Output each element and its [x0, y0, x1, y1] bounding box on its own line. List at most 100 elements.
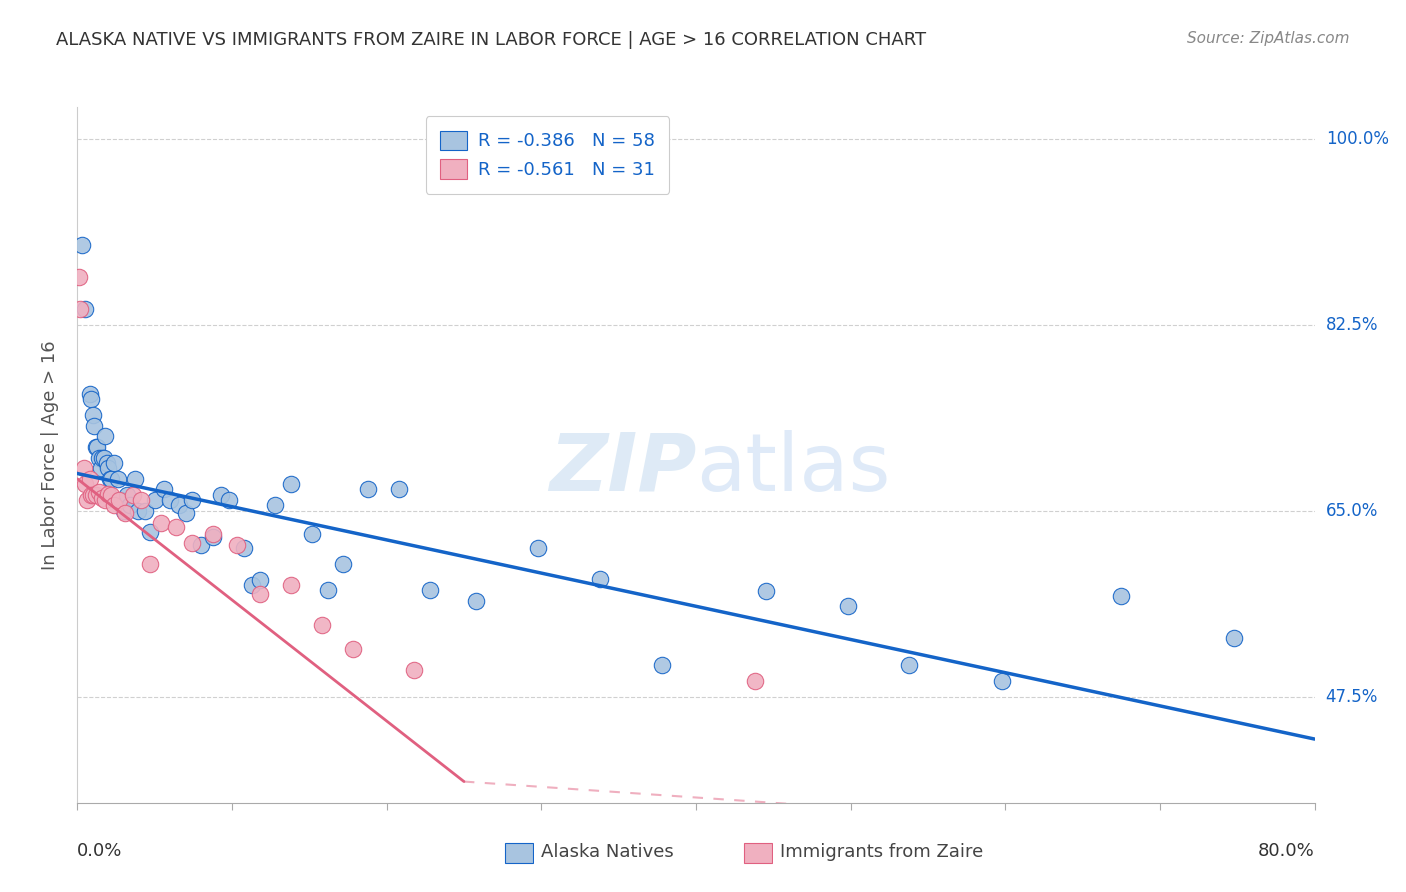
Point — [342, 641, 364, 656]
Point — [169, 499, 191, 513]
Point — [190, 538, 212, 552]
Y-axis label: In Labor Force | Age > 16: In Labor Force | Age > 16 — [41, 340, 59, 570]
Point — [115, 488, 138, 502]
Point — [84, 440, 107, 454]
Text: 47.5%: 47.5% — [1326, 688, 1378, 706]
Point — [94, 429, 117, 443]
Point — [280, 578, 302, 592]
Point — [388, 483, 411, 497]
Point — [93, 450, 115, 465]
Point — [82, 488, 104, 502]
Point — [79, 387, 101, 401]
Point — [264, 499, 287, 513]
Point — [83, 418, 105, 433]
Point — [744, 673, 766, 688]
Point — [122, 488, 145, 502]
Bar — [744, 843, 772, 863]
Point — [86, 440, 108, 454]
Point — [127, 504, 149, 518]
Point — [332, 557, 354, 571]
Point — [419, 583, 441, 598]
Point — [97, 461, 120, 475]
Point — [110, 493, 132, 508]
Text: Immigrants from Zaire: Immigrants from Zaire — [780, 843, 984, 861]
Point — [651, 657, 673, 672]
Point — [90, 461, 111, 475]
Point — [165, 519, 187, 533]
Point — [180, 493, 202, 508]
Point — [76, 493, 98, 508]
Point — [202, 530, 225, 544]
Point — [80, 392, 103, 406]
Point — [87, 484, 110, 499]
Point — [755, 584, 778, 599]
Point — [1223, 631, 1246, 645]
Point — [991, 673, 1014, 688]
Point — [103, 456, 125, 470]
Point — [202, 527, 225, 541]
Point — [100, 488, 122, 502]
Point — [79, 472, 101, 486]
Text: 65.0%: 65.0% — [1326, 501, 1378, 520]
Text: 82.5%: 82.5% — [1326, 316, 1378, 334]
Point — [70, 238, 93, 252]
Point — [91, 491, 114, 505]
Point — [233, 541, 256, 555]
Point — [134, 504, 156, 518]
Point — [96, 456, 118, 470]
Text: atlas: atlas — [696, 430, 890, 508]
Point — [75, 301, 96, 316]
Point — [139, 524, 162, 539]
Point — [240, 578, 263, 592]
Point — [280, 477, 302, 491]
Point — [301, 527, 323, 541]
Point — [159, 493, 181, 508]
Point — [218, 493, 240, 508]
Bar — [505, 843, 533, 863]
Point — [180, 535, 202, 549]
Text: 100.0%: 100.0% — [1326, 130, 1389, 148]
Point — [67, 270, 90, 285]
Point — [404, 663, 426, 677]
Point — [75, 477, 96, 491]
Point — [465, 594, 488, 608]
Point — [153, 483, 176, 497]
Point — [527, 541, 550, 555]
Point — [149, 516, 172, 531]
Point — [124, 472, 146, 486]
Point — [357, 483, 380, 497]
Point — [100, 472, 122, 486]
Point — [209, 488, 232, 502]
Point — [225, 538, 247, 552]
Point — [589, 572, 612, 586]
Point — [72, 461, 94, 475]
Point — [139, 557, 162, 571]
Point — [174, 506, 197, 520]
Point — [249, 573, 271, 587]
Point — [107, 472, 129, 486]
Point — [898, 657, 921, 672]
Point — [84, 488, 107, 502]
Point — [94, 493, 117, 508]
Point — [97, 486, 120, 500]
Text: ALASKA NATIVE VS IMMIGRANTS FROM ZAIRE IN LABOR FORCE | AGE > 16 CORRELATION CHA: ALASKA NATIVE VS IMMIGRANTS FROM ZAIRE I… — [56, 31, 927, 49]
Point — [91, 450, 114, 465]
Point — [103, 499, 125, 513]
Text: ZIP: ZIP — [548, 430, 696, 508]
Point — [118, 499, 141, 513]
Point — [114, 506, 136, 520]
Text: Alaska Natives: Alaska Natives — [541, 843, 673, 861]
Legend: R = -0.386   N = 58, R = -0.561   N = 31: R = -0.386 N = 58, R = -0.561 N = 31 — [426, 116, 669, 194]
Point — [316, 583, 339, 598]
Point — [82, 408, 104, 422]
Point — [129, 493, 152, 508]
Point — [87, 450, 110, 465]
Point — [112, 504, 135, 518]
Text: 80.0%: 80.0% — [1258, 842, 1315, 860]
Text: Source: ZipAtlas.com: Source: ZipAtlas.com — [1187, 31, 1350, 46]
Point — [249, 586, 271, 600]
Point — [80, 488, 103, 502]
Point — [311, 618, 333, 632]
Point — [69, 301, 91, 316]
Point — [108, 493, 131, 508]
